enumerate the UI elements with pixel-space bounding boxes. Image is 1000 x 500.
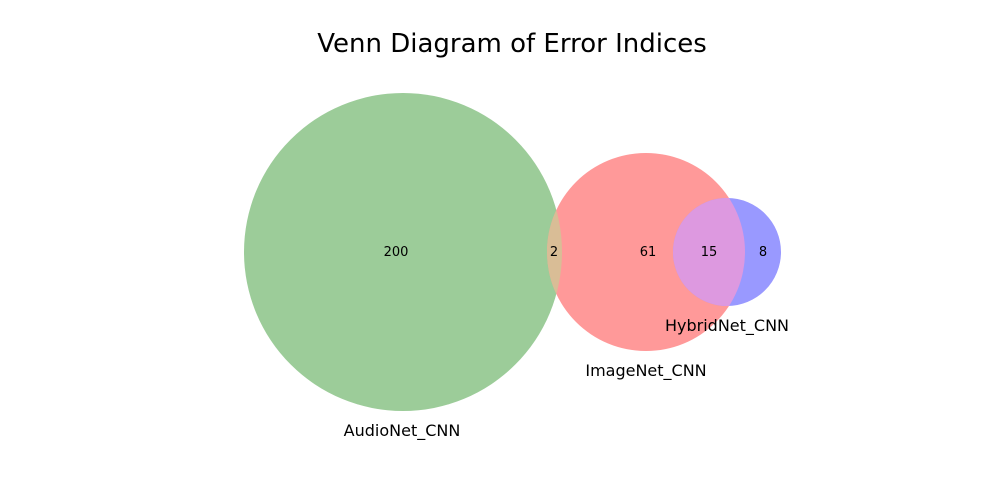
set-circle-audionet — [244, 93, 562, 411]
region-count-audionet-imagenet: 2 — [550, 245, 558, 260]
region-count-imagenet-only: 61 — [640, 245, 657, 260]
diagram-title: Venn Diagram of Error Indices — [317, 29, 707, 59]
overlap-imagenet-hybridnet — [673, 198, 745, 306]
set-label-audionet: AudioNet_CNN — [344, 421, 461, 441]
set-label-hybridnet: HybridNet_CNN — [665, 316, 789, 336]
region-count-imagenet-hybridnet: 15 — [701, 245, 718, 260]
set-label-imagenet: ImageNet_CNN — [585, 361, 706, 381]
set-circle-imagenet — [547, 153, 745, 351]
region-count-audionet-only: 200 — [384, 245, 409, 260]
region-count-hybridnet-only: 8 — [759, 245, 767, 260]
